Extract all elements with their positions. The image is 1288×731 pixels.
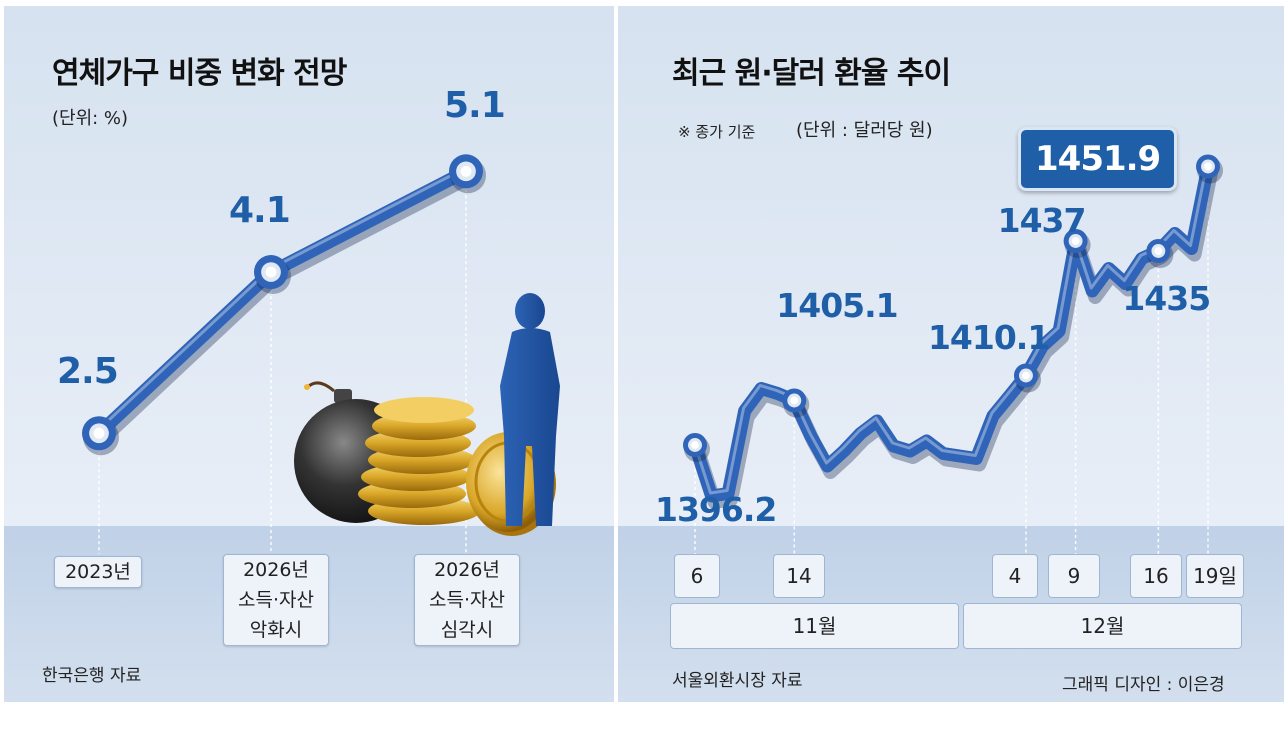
left-category-1: 2026년 소득·자산 악화시 xyxy=(223,554,329,646)
x-tick-3: 9 xyxy=(1048,554,1100,598)
right-chart-unit: (단위 : 달러당 원) xyxy=(796,120,933,141)
left-data-point-0 xyxy=(82,416,119,456)
x-tick-0: 6 xyxy=(674,554,720,598)
line-highlight xyxy=(692,162,1209,495)
right-chart-source: 서울외환시장 자료 xyxy=(672,671,803,691)
right-data-point-5 xyxy=(1196,154,1223,184)
right-chart-credit: 그래픽 디자인 : 이은경 xyxy=(1062,675,1225,695)
left-category-1-line-0: 2026년 xyxy=(243,559,309,581)
right-chart-title: 최근 원·달러 환율 추이 xyxy=(672,56,951,91)
right-value-label-0: 1396.2 xyxy=(655,490,777,529)
left-category-1-line-1: 소득·자산 xyxy=(238,589,314,611)
left-chart-title: 연체가구 비중 변화 전망 xyxy=(52,56,347,91)
left-category-2-line-2: 심각시 xyxy=(440,619,494,641)
right-data-point-3 xyxy=(1063,229,1091,258)
right-data-point-0 xyxy=(683,433,710,462)
left-data-point-2 xyxy=(449,154,486,194)
month-box-1: 12월 xyxy=(963,603,1242,649)
month-box-0: 11월 xyxy=(670,603,959,649)
left-chart-panel: 연체가구 비중 변화 전망 (단위: %) 2.5 4.1 5.1 2023년 20… xyxy=(4,6,614,702)
left-data-point-1 xyxy=(254,255,291,295)
right-value-label-4: 1435 xyxy=(1122,279,1211,318)
x-tick-1: 14 xyxy=(773,554,825,598)
line-path xyxy=(688,160,1215,503)
left-category-1-line-2: 악화시 xyxy=(249,619,303,641)
x-tick-2: 4 xyxy=(992,554,1038,598)
left-chart-source: 한국은행 자료 xyxy=(42,666,142,686)
left-value-label-1: 4.1 xyxy=(229,190,291,232)
x-tick-5: 19일 xyxy=(1186,554,1244,598)
person-silhouette-illustration xyxy=(500,293,560,526)
left-category-0-line-0: 2023년 xyxy=(65,561,131,583)
right-highlight-callout: 1451.9 xyxy=(1018,126,1178,191)
right-value-label-3: 1437 xyxy=(997,201,1087,240)
right-chart-panel: 최근 원·달러 환율 추이 ※ 종가 기준 (단위 : 달러당 원) 1396.… xyxy=(618,6,1284,702)
left-chart-unit: (단위: %) xyxy=(52,108,129,129)
x-tick-4: 16 xyxy=(1130,554,1182,598)
right-value-label-1: 1405.1 xyxy=(776,285,898,325)
left-category-2-line-1: 소득·자산 xyxy=(429,589,505,611)
right-chart-note: ※ 종가 기준 xyxy=(678,123,756,141)
right-data-point-4 xyxy=(1146,239,1174,268)
left-category-2-line-0: 2026년 xyxy=(434,559,500,581)
right-data-point-2 xyxy=(1013,363,1041,393)
right-value-label-2: 1410.1 xyxy=(927,317,1050,357)
left-value-label-0: 2.5 xyxy=(57,351,119,393)
left-category-2: 2026년 소득·자산 심각시 xyxy=(414,554,520,646)
left-category-0: 2023년 xyxy=(54,556,142,588)
right-data-point-1 xyxy=(782,388,810,418)
left-value-label-2: 5.1 xyxy=(444,85,506,127)
